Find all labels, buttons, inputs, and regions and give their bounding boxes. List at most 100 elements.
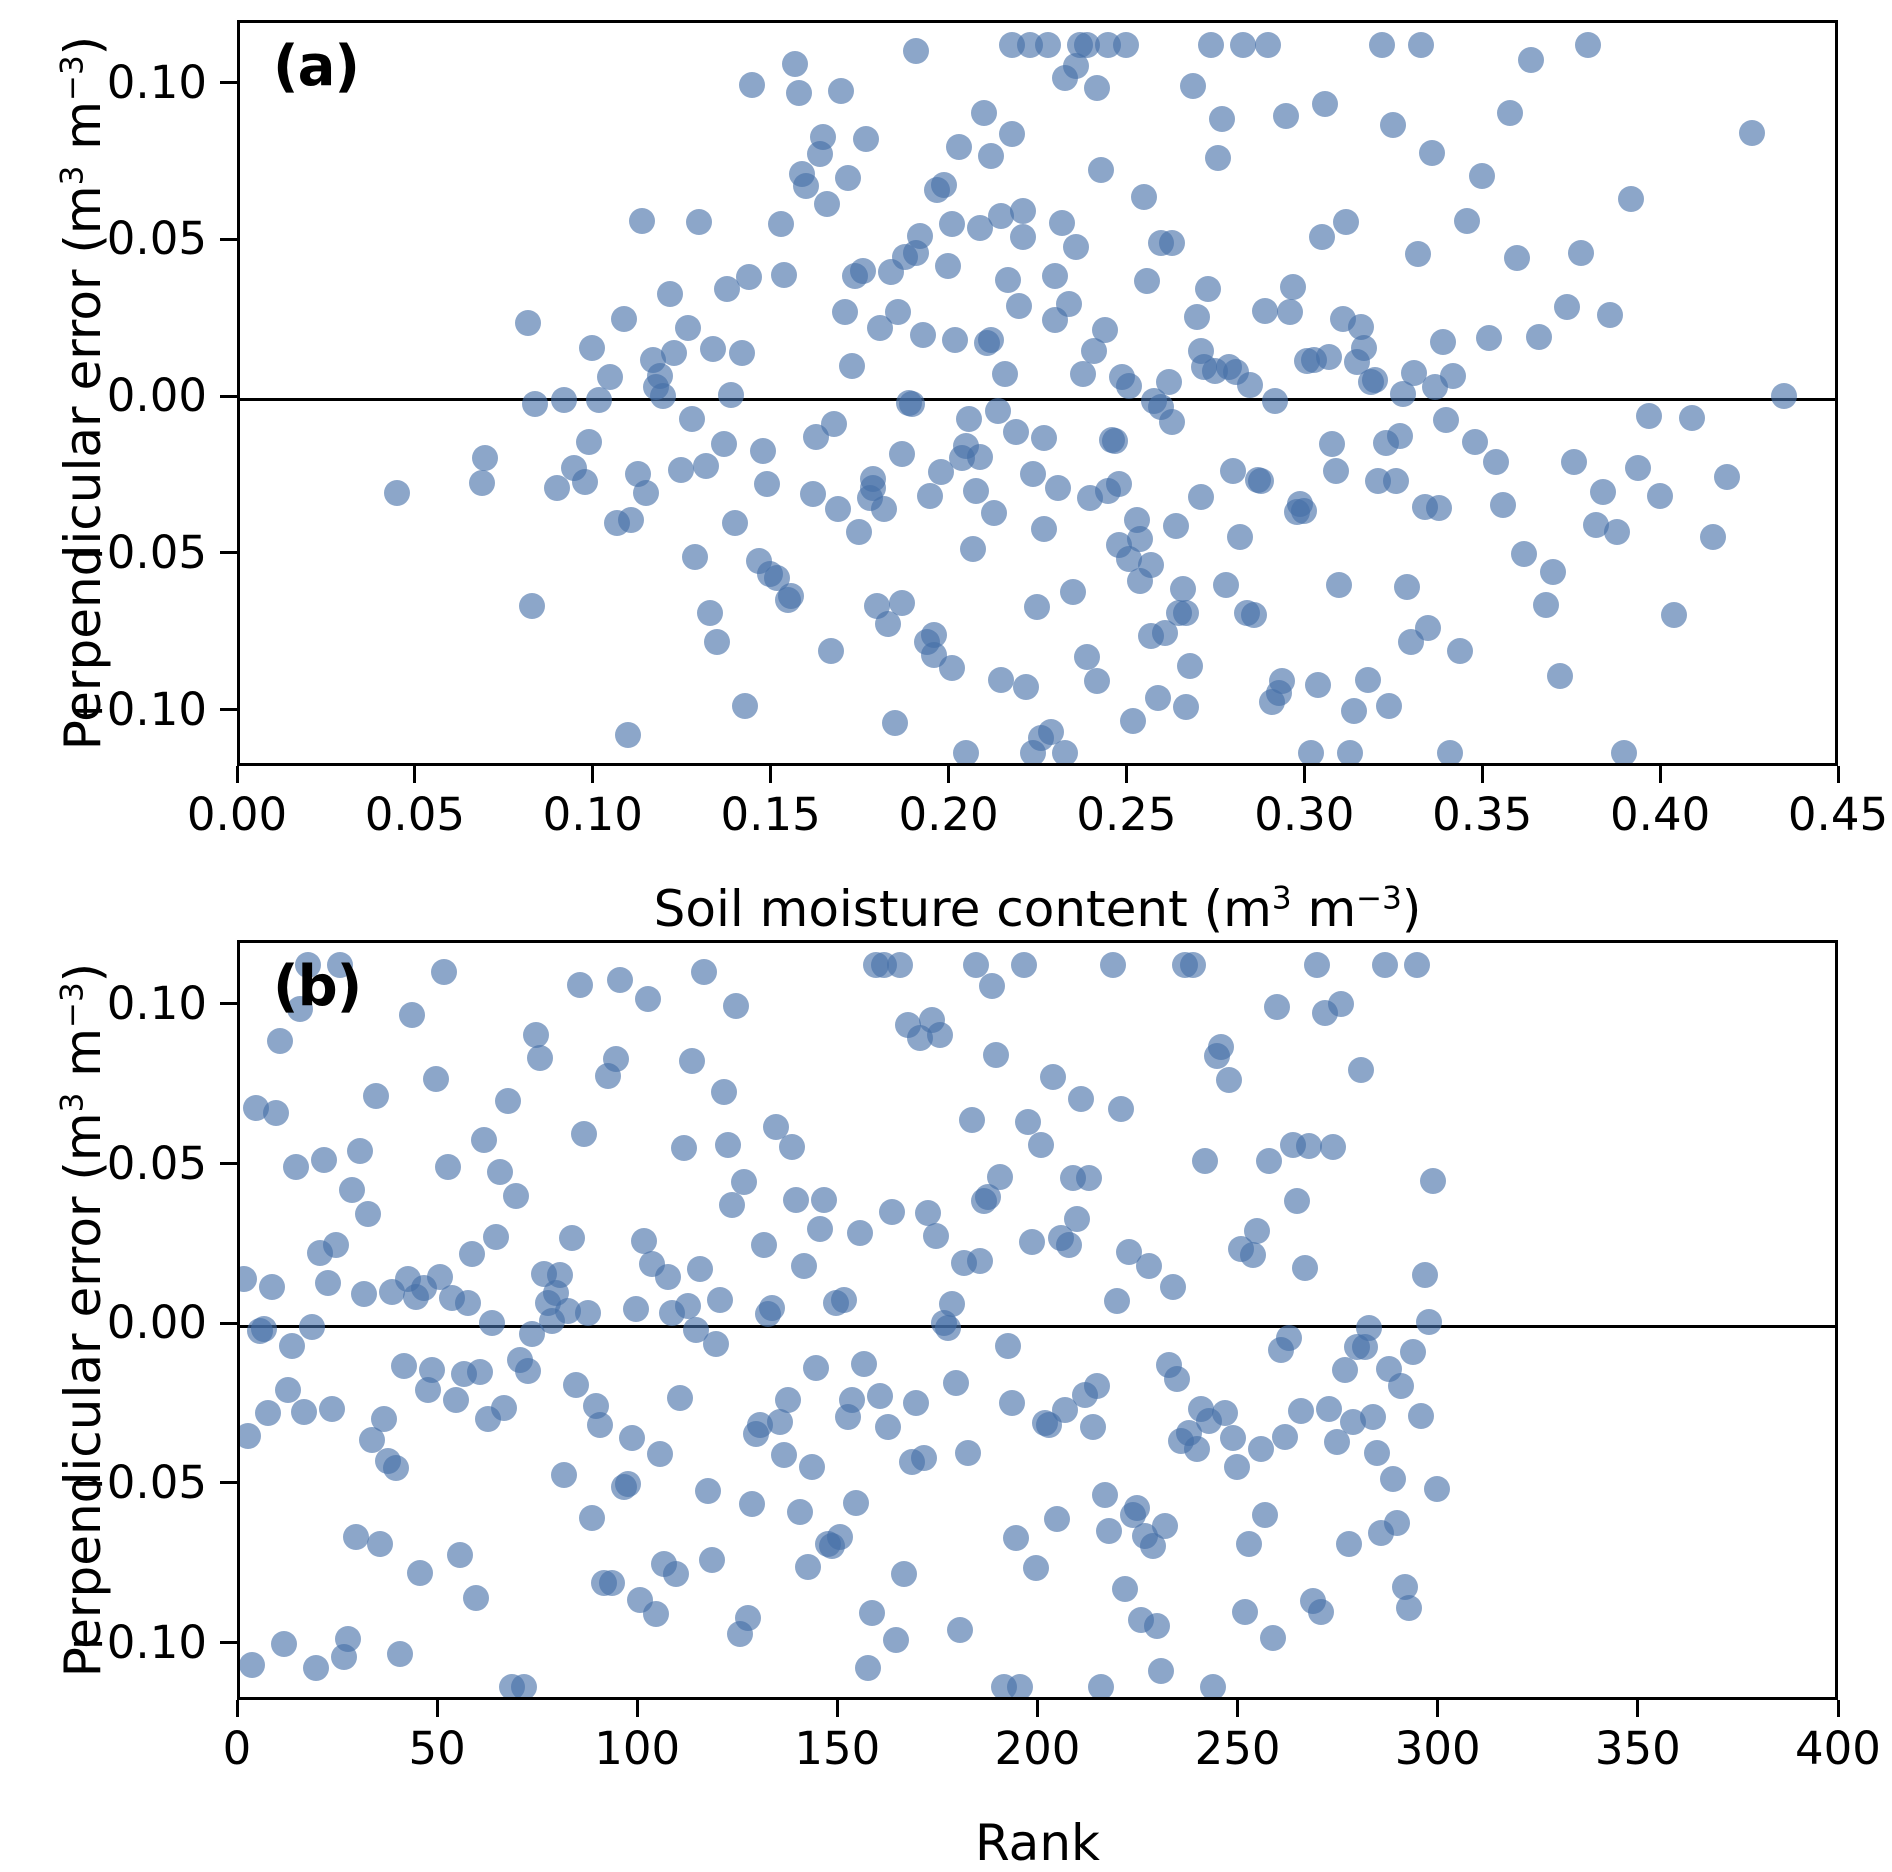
scatter-point <box>749 437 776 464</box>
panel-b-ytick-label: −0.05 <box>69 1455 207 1509</box>
panel-a-y-axis-label-sup2: −3 <box>54 55 91 102</box>
scatter-point <box>491 1394 518 1421</box>
panel-a-ytick-mark <box>220 708 237 712</box>
panel-a-ytick-mark <box>220 394 237 398</box>
scatter-point <box>1130 184 1157 211</box>
scatter-point <box>1603 519 1630 546</box>
scatter-point <box>611 306 638 333</box>
scatter-point <box>1415 1308 1442 1335</box>
scatter-point <box>942 327 969 354</box>
scatter-point <box>849 258 876 285</box>
scatter-point <box>1237 371 1264 398</box>
panel-a-xtick-mark <box>1658 766 1662 783</box>
scatter-point <box>503 1182 530 1209</box>
scatter-point <box>699 1546 726 1573</box>
scatter-point <box>1403 952 1430 979</box>
panel-b-xtick-mark <box>1436 1700 1440 1717</box>
scatter-point <box>943 1369 970 1396</box>
scatter-point <box>1179 952 1206 979</box>
scatter-point <box>839 1386 866 1413</box>
scatter-point <box>559 1224 586 1251</box>
scatter-point <box>1055 290 1082 317</box>
scatter-point <box>471 1126 498 1153</box>
scatter-point <box>1123 1495 1150 1522</box>
scatter-point <box>679 1048 706 1075</box>
scatter-point <box>1297 740 1324 763</box>
scatter-point <box>1099 952 1126 979</box>
scatter-point <box>879 1199 906 1226</box>
scatter-point <box>1625 455 1652 481</box>
scatter-point <box>419 1357 446 1384</box>
scatter-point <box>383 1455 410 1482</box>
scatter-point <box>383 480 410 507</box>
scatter-point <box>1007 1674 1034 1697</box>
scatter-point <box>1678 405 1705 432</box>
panel-b-xtick-mark <box>1836 1700 1840 1717</box>
scatter-point <box>778 582 805 609</box>
scatter-point <box>1699 524 1726 551</box>
scatter-point <box>1323 1429 1350 1456</box>
panel-a-xtick-label: 0.30 <box>1254 788 1355 841</box>
scatter-point <box>1291 1254 1318 1281</box>
scatter-point <box>1490 492 1516 519</box>
scatter-point <box>1112 31 1139 58</box>
panel-a-zero-reference-line <box>240 397 1835 401</box>
scatter-point <box>661 340 688 367</box>
scatter-point <box>1322 458 1349 485</box>
panel-b-xtick-mark <box>835 1700 839 1717</box>
panel-b-ytick-label: 0.00 <box>106 1296 207 1350</box>
panel-b-ytick-label: 0.10 <box>106 976 207 1030</box>
panel-a-ytick-label: −0.10 <box>69 682 207 736</box>
scatter-point <box>1312 90 1339 117</box>
scatter-point <box>1404 240 1431 267</box>
scatter-point <box>1102 428 1129 455</box>
scatter-point <box>614 721 641 748</box>
panel-a-ytick-mark <box>220 81 237 85</box>
panel-b-xtick-label: 350 <box>1594 1722 1681 1775</box>
scatter-point <box>543 474 570 501</box>
scatter-point <box>1226 524 1253 551</box>
scatter-point <box>691 958 718 985</box>
scatter-point <box>977 143 1004 170</box>
panel-b-xtick-mark <box>1036 1700 1039 1717</box>
scatter-point <box>1347 313 1374 340</box>
panel-a-xtick-mark <box>1836 766 1840 783</box>
scatter-point <box>995 1333 1022 1360</box>
scatter-point <box>447 1542 474 1569</box>
scatter-point <box>1327 990 1354 1017</box>
scatter-point <box>1184 303 1211 330</box>
scatter-point <box>715 1131 742 1158</box>
scatter-point <box>771 262 798 289</box>
scatter-point <box>988 666 1015 693</box>
scatter-point <box>939 1290 966 1317</box>
scatter-point <box>1255 31 1282 58</box>
scatter-point <box>599 1569 626 1596</box>
panel-b-y-axis-label-mid: m <box>54 1028 112 1093</box>
scatter-point <box>1002 419 1029 446</box>
scatter-point <box>1043 1506 1070 1533</box>
scatter-point <box>1568 240 1595 267</box>
scatter-point <box>1251 1502 1278 1529</box>
scatter-point <box>785 80 812 107</box>
scatter-point <box>647 1441 674 1468</box>
scatter-point <box>732 692 759 719</box>
scatter-point <box>1159 1273 1186 1300</box>
scatter-point <box>1436 740 1463 763</box>
scatter-point <box>696 600 723 627</box>
scatter-point <box>550 387 577 414</box>
scatter-point <box>1269 668 1296 695</box>
scatter-point <box>1518 46 1545 73</box>
panel-b-ytick-label: −0.10 <box>69 1615 207 1669</box>
scatter-point <box>1020 461 1047 488</box>
scatter-point <box>1532 591 1559 618</box>
scatter-point <box>1198 31 1225 58</box>
panel-b-xtick-mark <box>1236 1700 1240 1717</box>
scatter-point <box>1379 1466 1406 1493</box>
scatter-point <box>1073 643 1100 670</box>
scatter-point <box>1561 448 1588 475</box>
scatter-point <box>511 1674 538 1697</box>
scatter-point <box>619 1424 646 1451</box>
scatter-point <box>1087 156 1114 183</box>
scatter-point <box>1211 1399 1238 1426</box>
scatter-point <box>1048 210 1075 237</box>
